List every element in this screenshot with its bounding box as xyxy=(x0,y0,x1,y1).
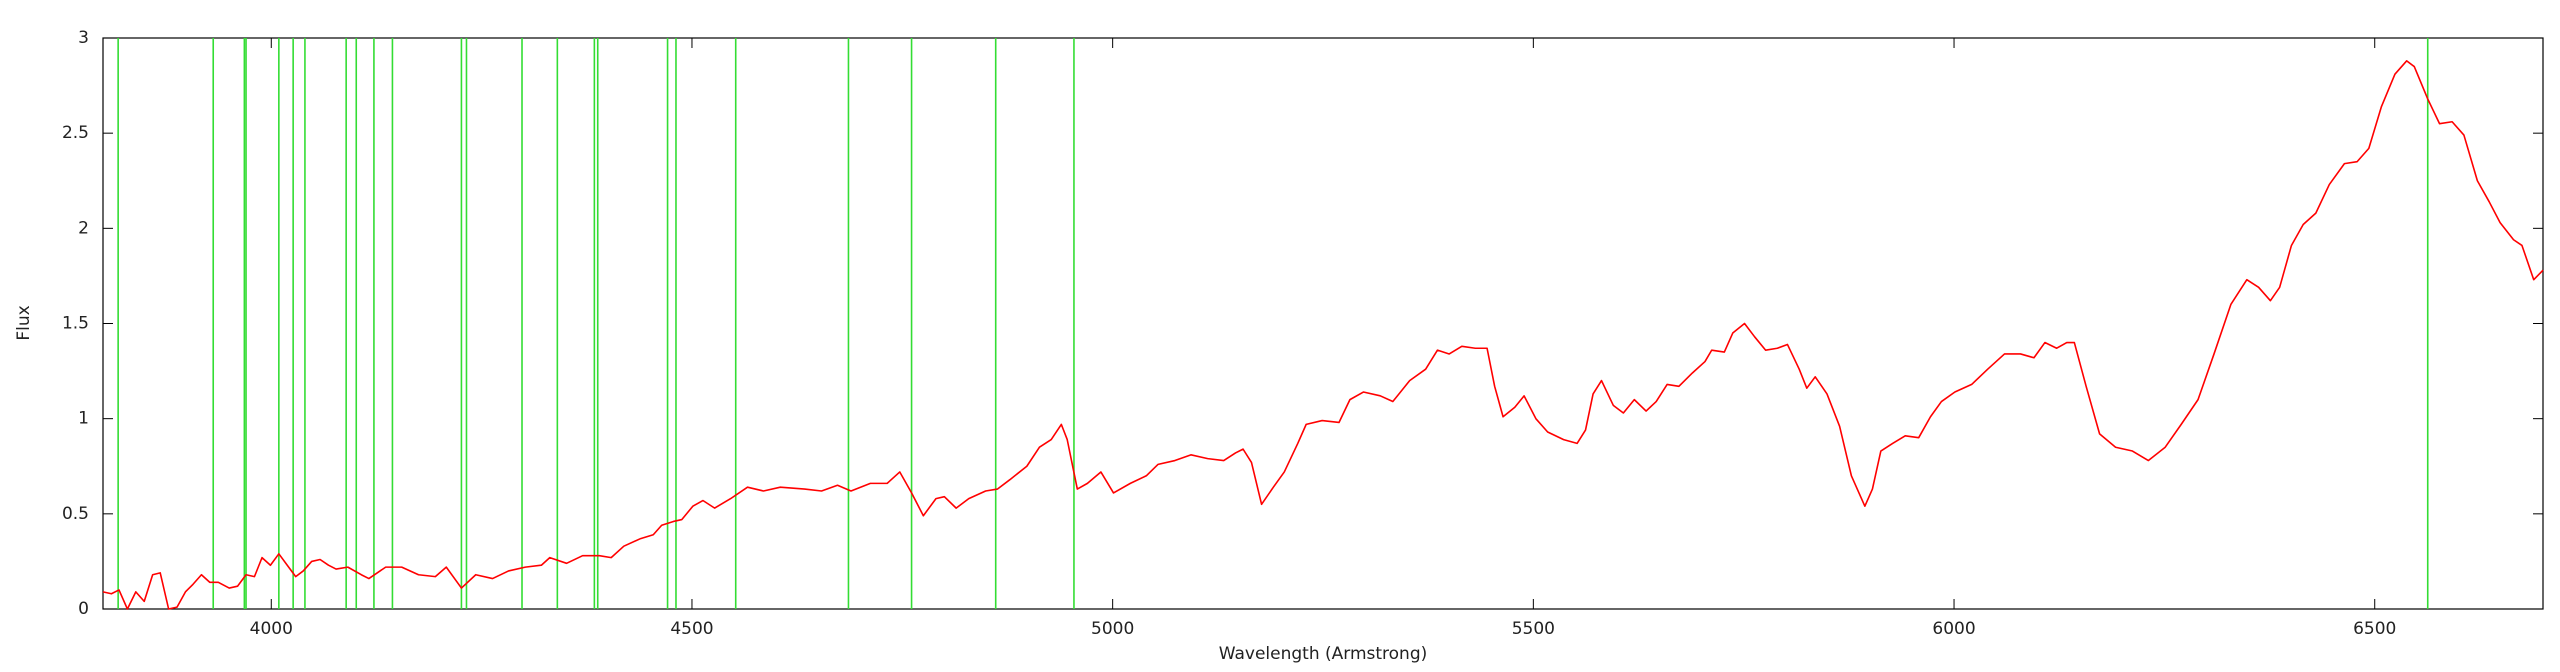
x-tick-label: 5000 xyxy=(1091,619,1134,639)
y-tick-label: 0.5 xyxy=(62,504,89,524)
spectrum-line xyxy=(102,60,2544,610)
x-axis-label: Wavelength (Armstrong) xyxy=(1219,644,1428,664)
y-tick-label: 2 xyxy=(78,218,89,238)
x-tick-label: 4500 xyxy=(670,619,713,639)
y-tick-label: 3 xyxy=(78,28,89,48)
x-tick-label: 4000 xyxy=(250,619,293,639)
y-tick-label: 2.5 xyxy=(62,123,89,143)
y-tick-label: 1 xyxy=(78,409,89,429)
x-tick-label: 5500 xyxy=(1512,619,1555,639)
x-tick-label: 6500 xyxy=(2353,619,2396,639)
plot-frame xyxy=(102,37,2544,610)
y-tick-label: 1.5 xyxy=(62,314,89,334)
y-tick-label: 0 xyxy=(78,599,89,619)
x-tick-label: 6000 xyxy=(1932,619,1975,639)
y-axis-label: Flux xyxy=(14,305,34,340)
